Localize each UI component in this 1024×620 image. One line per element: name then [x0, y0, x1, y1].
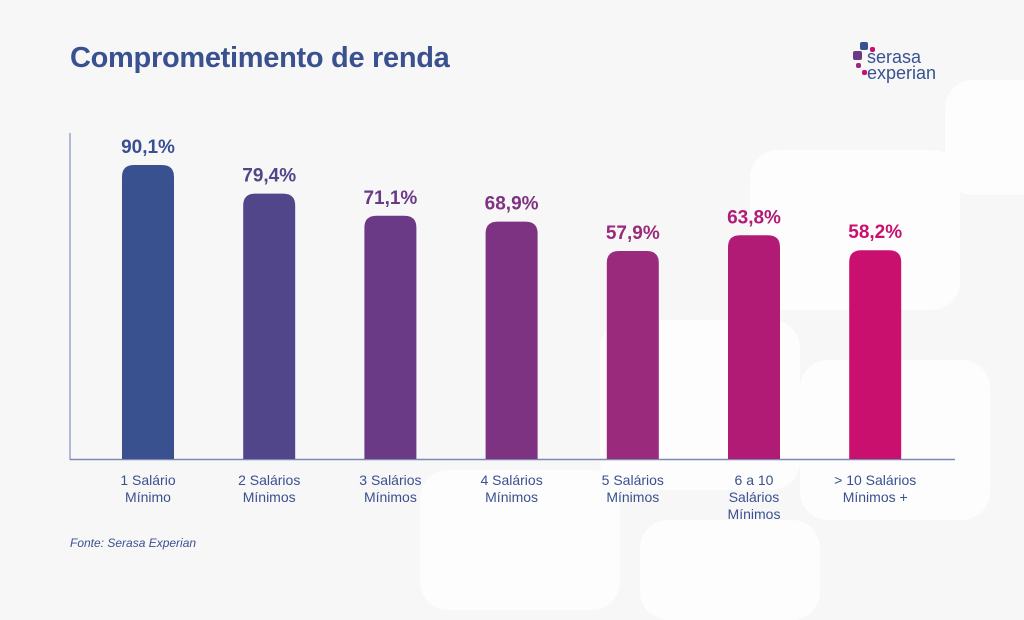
x-tick-label: Mínimo: [125, 489, 171, 505]
page-title: Comprometimento de renda: [70, 42, 450, 74]
background-shape: [945, 80, 1024, 195]
bar: [364, 215, 417, 459]
x-tick-label: Mínimos: [728, 506, 781, 522]
x-tick-label: Mínimos: [606, 489, 659, 505]
x-tick-label: 4 Salários: [480, 472, 542, 488]
data-label: 58,2%: [848, 222, 902, 243]
data-label: 57,9%: [606, 223, 660, 244]
bar: [485, 221, 538, 459]
bar: [122, 165, 174, 459]
serasa-experian-logo: serasa experian: [850, 42, 970, 84]
x-tick-label: Salários: [729, 489, 780, 505]
x-tick-label: 3 Salários: [359, 472, 421, 488]
bar: [728, 235, 780, 459]
x-tick-label: 1 Salário: [120, 472, 175, 488]
data-label: 63,8%: [727, 207, 781, 228]
x-tick-label: 2 Salários: [238, 472, 300, 488]
data-label: 79,4%: [242, 166, 296, 187]
data-label: 71,1%: [363, 188, 417, 209]
bar: [243, 193, 296, 460]
data-label: 90,1%: [121, 137, 175, 158]
x-tick-label: > 10 Salários: [834, 472, 916, 488]
x-tick-label: Mínimos: [364, 489, 417, 505]
x-tick-label: Mínimos +: [843, 489, 908, 505]
x-tick-label: Mínimos: [243, 489, 296, 505]
x-tick-label: 5 Salários: [602, 472, 664, 488]
x-tick-label: Mínimos: [485, 489, 538, 505]
bar: [606, 251, 659, 459]
data-label: 68,9%: [485, 194, 539, 215]
bar: [849, 250, 902, 459]
x-tick-label: 6 a 10: [735, 472, 774, 488]
source-note: Fonte: Serasa Experian: [70, 536, 197, 550]
